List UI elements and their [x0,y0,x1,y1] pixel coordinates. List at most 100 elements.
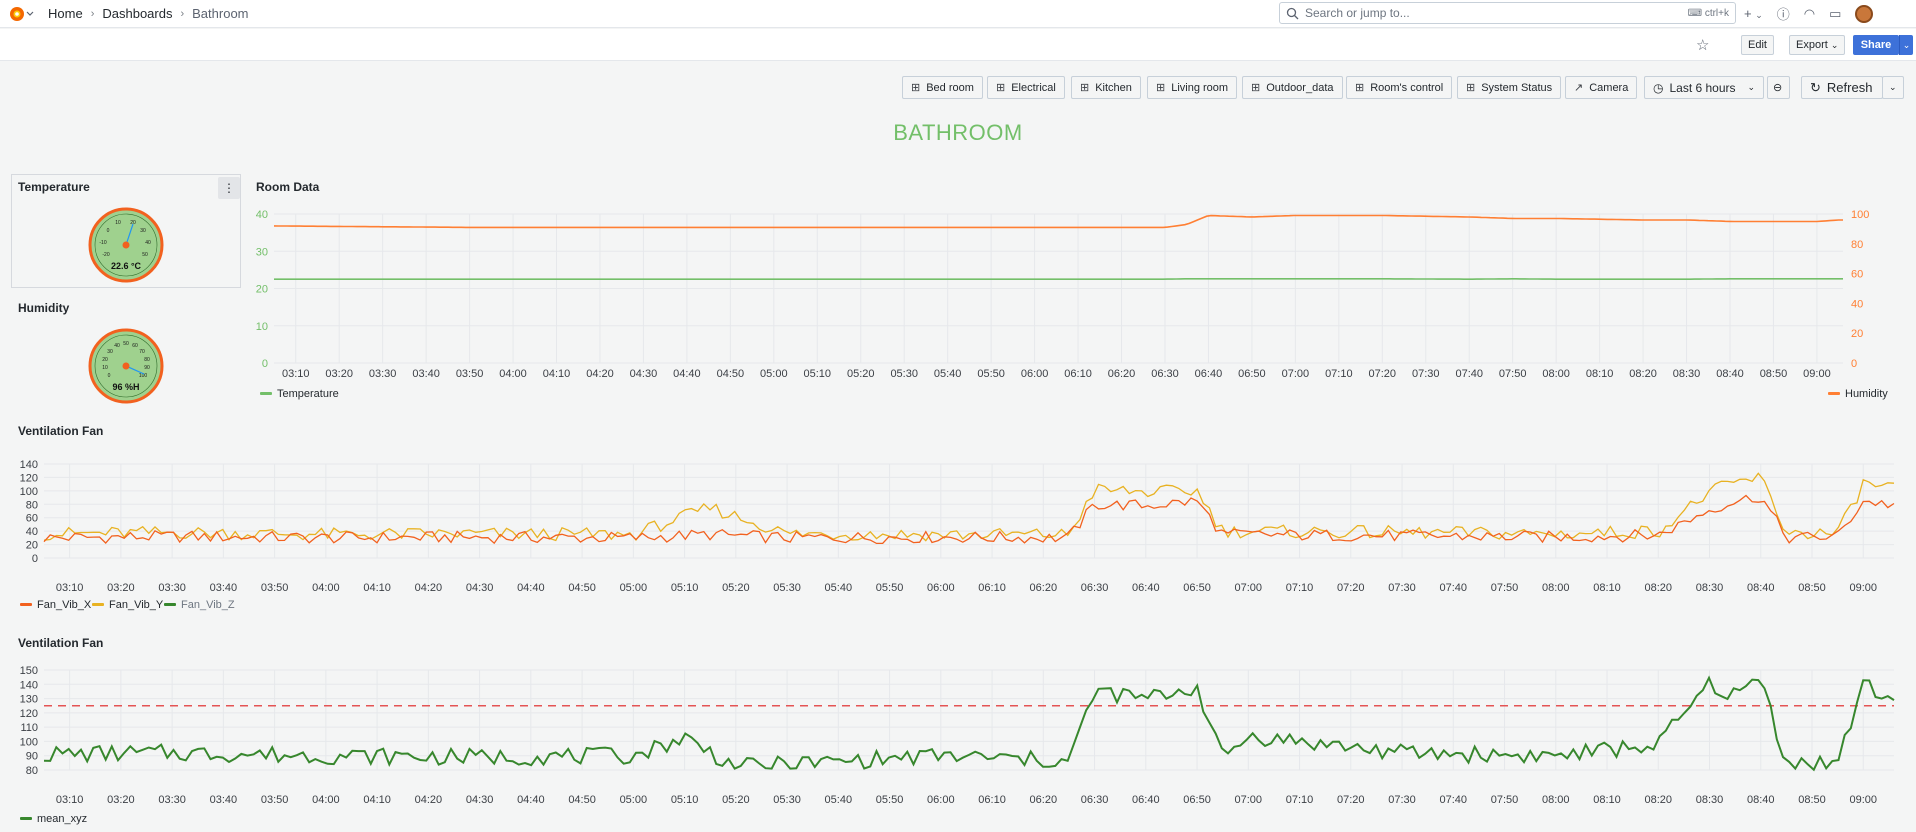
x-tick-label: 04:20 [415,794,443,806]
x-tick-label: 06:40 [1132,794,1160,806]
x-tick-label: 07:20 [1337,794,1365,806]
y-left-tick-label: 30 [256,246,268,258]
link-bed-room[interactable]: ⊞ Bed room [902,76,983,99]
gauge-tick: 60 [132,343,138,349]
x-tick-label: 03:50 [261,794,289,806]
x-tick-label: 03:40 [210,794,238,806]
gauge-tick: 10 [115,220,121,226]
x-tick-label: 07:40 [1440,794,1468,806]
star-icon[interactable]: ☆ [1696,36,1709,54]
x-tick-label: 03:50 [261,582,289,594]
x-tick-label: 03:20 [107,582,135,594]
x-tick-label: 08:10 [1593,794,1621,806]
dashboard-toolbar: ☆ Edit Export ⌄ Share ⌄ [0,29,1916,61]
x-tick-label: 03:10 [56,794,84,806]
breadcrumb: Home › Dashboards › Bathroom [48,6,249,21]
x-tick-label: 08:30 [1696,794,1724,806]
rss-icon[interactable]: ◠ [1804,6,1815,22]
share-dropdown-button[interactable]: ⌄ [1899,35,1913,55]
apps-icon: ⊞ [1156,81,1165,94]
help-icon[interactable]: ⓘ [1777,4,1790,23]
time-range-picker[interactable]: ◷ Last 6 hours ⌄ [1644,76,1764,99]
x-tick-label: 05:20 [722,582,750,594]
grafana-logo-menu[interactable] [8,5,34,23]
legend-fan_vib_z: Fan_Vib_Z [181,599,235,611]
x-tick-label: 05:30 [773,582,801,594]
legend-fan_vib_x: Fan_Vib_X [37,599,92,611]
y-right-tick-label: 20 [1851,328,1863,340]
temperature-gauge: -20 -10 0 10 20 30 40 50 22.6 °C [88,207,164,283]
link-system-status[interactable]: ⊞ System Status [1457,76,1561,99]
x-tick-label: 06:10 [978,582,1006,594]
gauge-tick: 90 [144,365,150,371]
zoom-out-button[interactable]: ⊖ [1767,76,1790,99]
breadcrumb-current: Bathroom [192,6,248,21]
x-tick-label: 08:20 [1645,582,1673,594]
kebab-menu-icon[interactable]: ⋮ [218,177,240,199]
x-tick-label: 07:00 [1282,368,1310,380]
refresh-button[interactable]: ↻ Refresh [1801,76,1883,99]
fan2-title: Ventilation Fan [18,636,103,650]
x-tick-label: 08:50 [1798,794,1826,806]
share-button[interactable]: Share [1853,35,1899,55]
y-tick-label: 120 [20,472,38,484]
y-right-tick-label: 80 [1851,239,1863,251]
x-tick-label: 06:10 [1064,368,1092,380]
add-new-button[interactable]: + ⌄ [1744,6,1763,21]
dashboard-title: BATHROOM [0,120,1916,146]
x-tick-label: 06:50 [1238,368,1266,380]
x-tick-label: 06:30 [1081,794,1109,806]
x-tick-label: 06:20 [1030,794,1058,806]
temperature-value: 22.6 °C [111,261,142,271]
refresh-interval-dropdown[interactable]: ⌄ [1882,76,1904,99]
x-tick-label: 03:10 [282,368,310,380]
series-line-fan_vib_y [44,473,1894,540]
x-tick-label: 05:50 [876,582,904,594]
link-rooms-control[interactable]: ⊞ Room's control [1346,76,1452,99]
x-tick-label: 04:00 [312,582,340,594]
x-tick-label: 06:30 [1081,582,1109,594]
x-tick-label: 05:50 [977,368,1005,380]
link-camera[interactable]: ↗ Camera [1565,76,1637,99]
x-tick-label: 08:40 [1747,794,1775,806]
avatar[interactable] [1855,5,1873,23]
x-tick-label: 09:00 [1849,794,1877,806]
link-living-room[interactable]: ⊞ Living room [1147,76,1237,99]
x-tick-label: 04:20 [586,368,614,380]
x-tick-label: 07:50 [1499,368,1527,380]
x-tick-label: 08:10 [1586,368,1614,380]
export-button[interactable]: Export ⌄ [1789,35,1845,55]
y-tick-label: 60 [26,513,38,525]
breadcrumb-home[interactable]: Home [48,6,83,21]
x-tick-label: 06:40 [1195,368,1223,380]
link-electrical[interactable]: ⊞ Electrical [987,76,1065,99]
x-tick-label: 04:40 [517,794,545,806]
y-left-tick-label: 20 [256,284,268,296]
x-tick-label: 07:20 [1369,368,1397,380]
x-tick-label: 08:00 [1542,794,1570,806]
gauge-tick: 70 [139,349,145,355]
x-tick-label: 03:20 [107,794,135,806]
link-label: Kitchen [1095,82,1132,94]
search-input[interactable]: Search or jump to... ⌨ ctrl+k [1279,2,1736,24]
x-tick-label: 06:00 [1021,368,1049,380]
x-tick-label: 07:20 [1337,582,1365,594]
link-kitchen[interactable]: ⊞ Kitchen [1071,76,1141,99]
y-left-tick-label: 0 [262,358,268,370]
grafana-logo-icon [8,5,34,23]
breadcrumb-dashboards[interactable]: Dashboards [102,6,172,21]
x-tick-label: 07:30 [1388,794,1416,806]
dock-icon[interactable]: ▭ [1829,6,1841,22]
top-navbar: Home › Dashboards › Bathroom Search or j… [0,0,1916,28]
share-label: Share [1861,39,1892,51]
gauge-tick: -20 [102,252,109,258]
humidity-title: Humidity [18,301,69,315]
x-tick-label: 05:40 [825,794,853,806]
x-tick-label: 08:40 [1747,582,1775,594]
x-tick-label: 06:50 [1183,794,1211,806]
link-outdoor-data[interactable]: ⊞ Outdoor_data [1242,76,1343,99]
legend-swatch-temperature [260,392,272,395]
edit-button[interactable]: Edit [1741,35,1774,55]
x-tick-label: 05:40 [934,368,962,380]
legend-swatch-fan_vib_x [20,603,32,606]
